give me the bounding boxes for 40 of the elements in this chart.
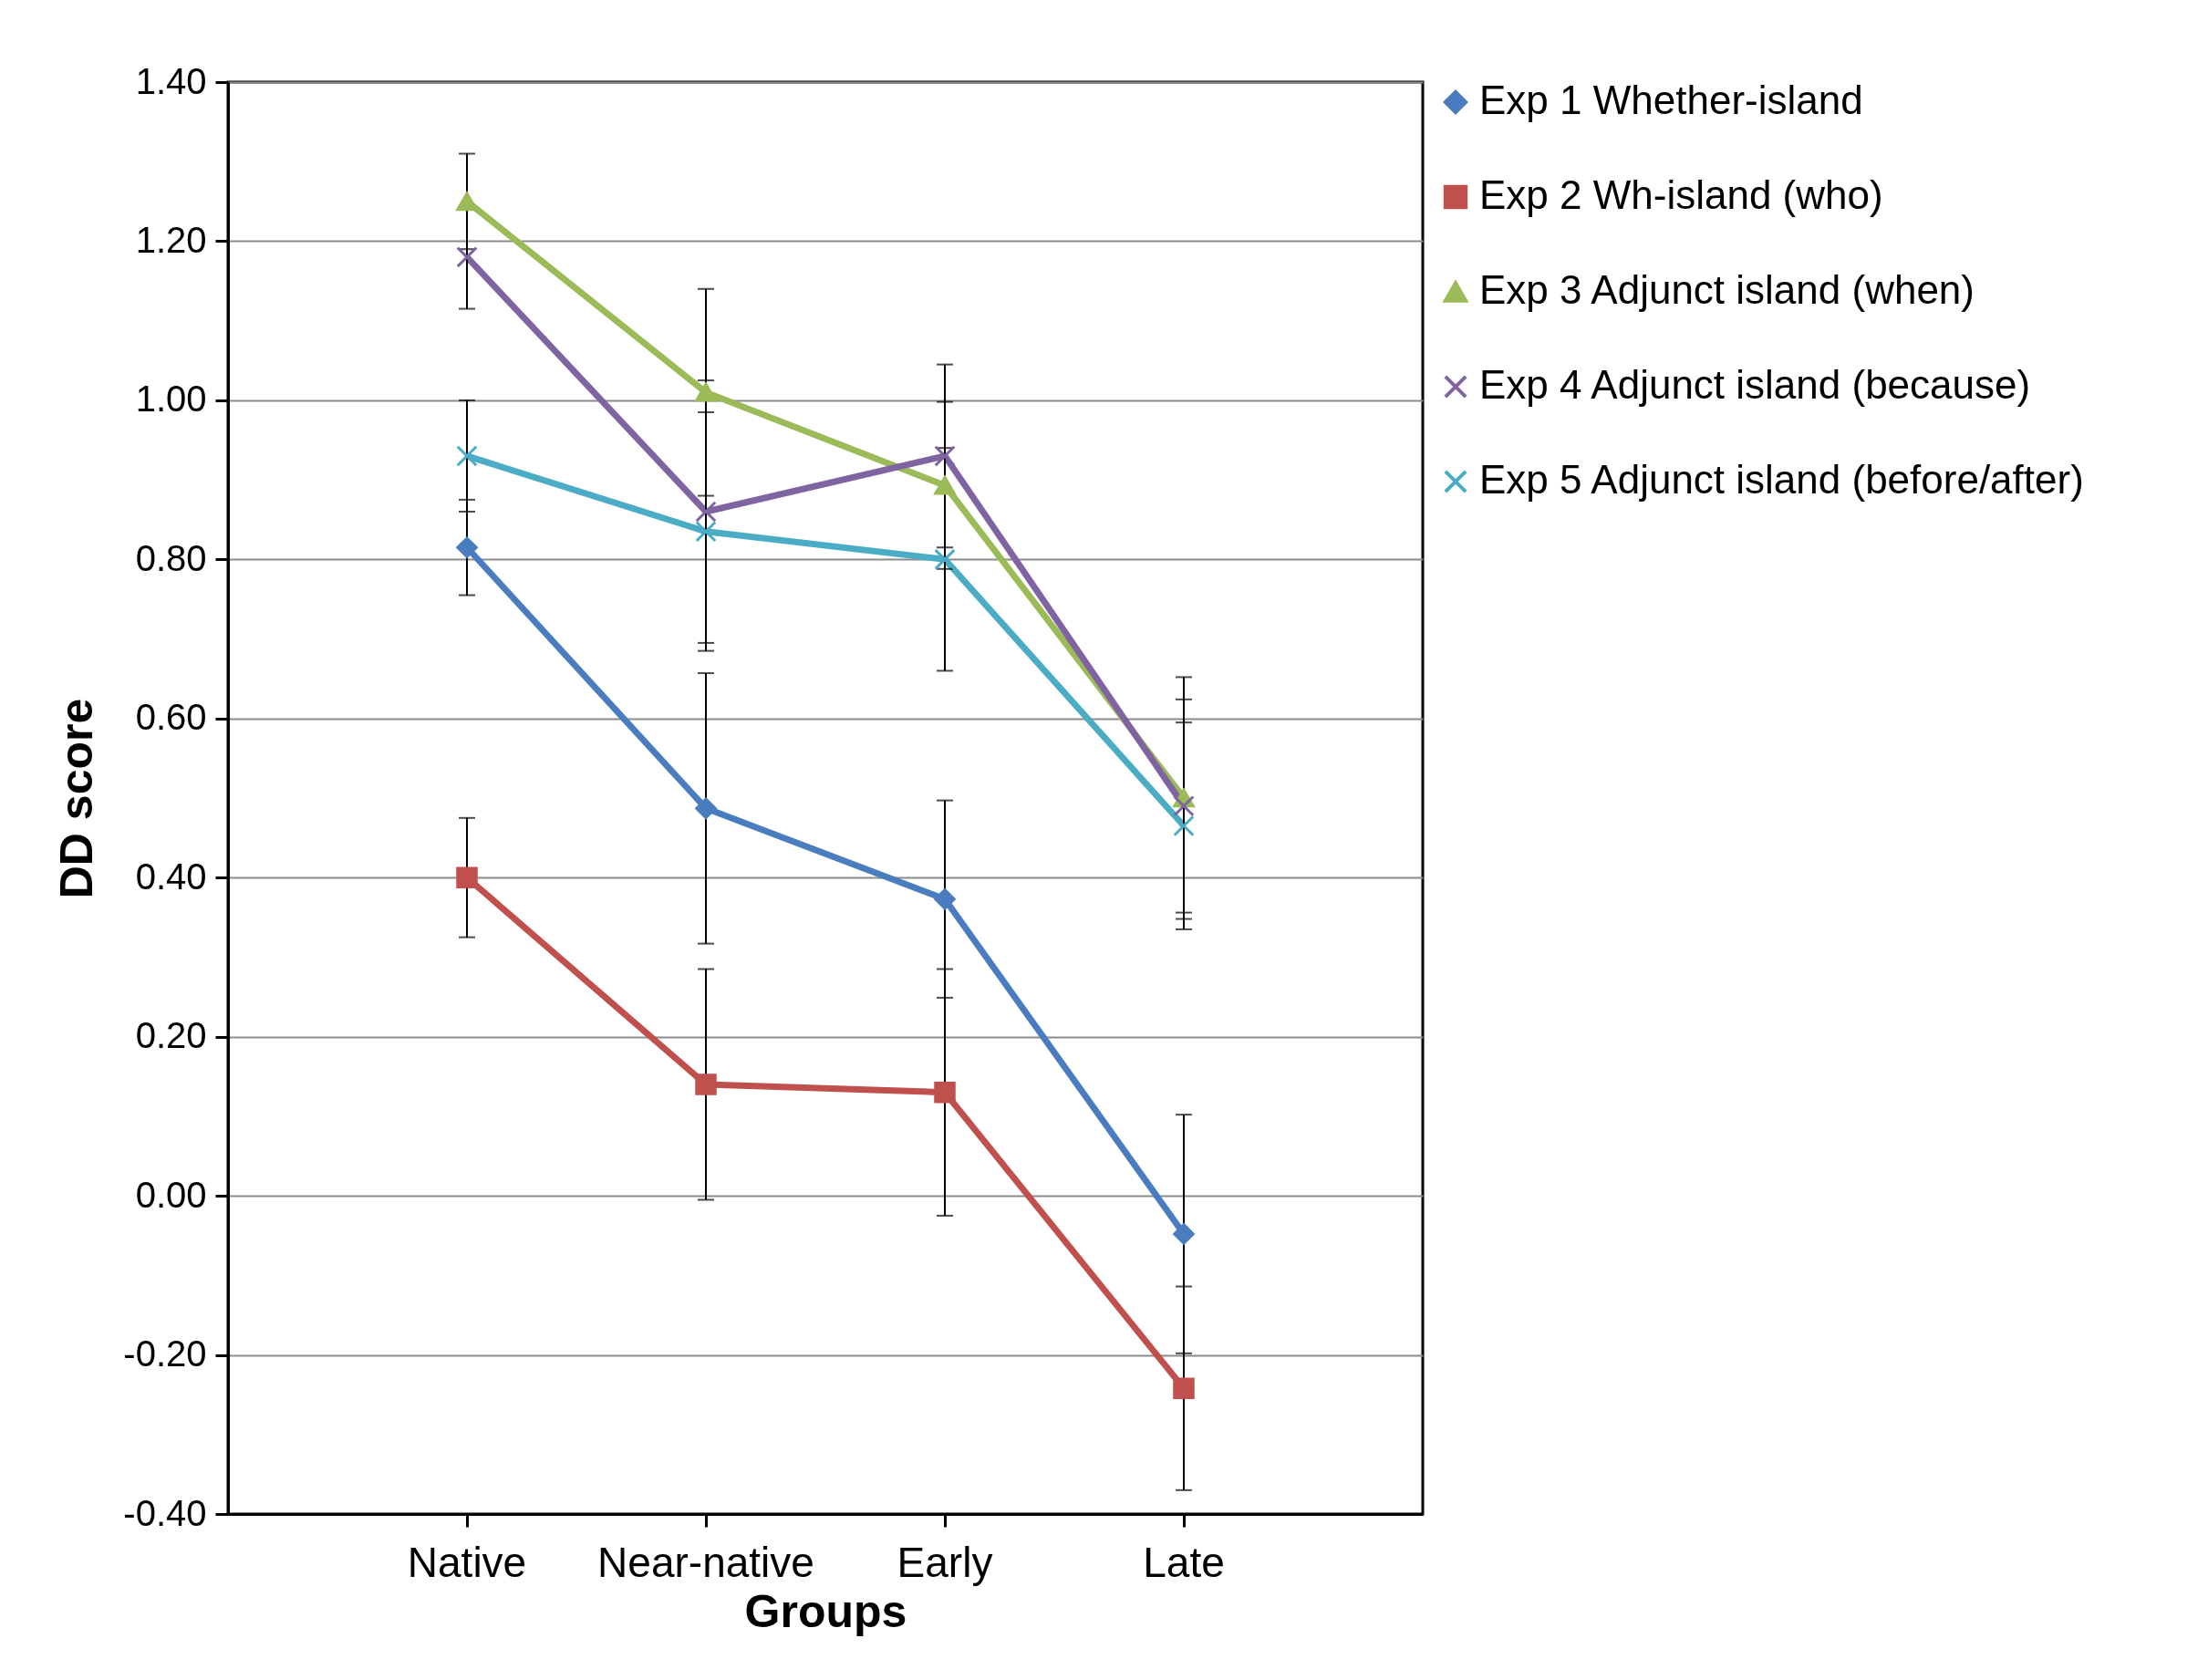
y-tick-label: 1.00	[135, 379, 207, 420]
point	[695, 382, 717, 402]
y-tick-label: 0.00	[135, 1174, 207, 1215]
y-tick-label: 1.40	[135, 60, 207, 101]
point	[456, 536, 478, 558]
point	[695, 521, 717, 543]
legend-label: Exp 2 Wh-island (who)	[1479, 172, 1883, 217]
y-tick-label: 0.80	[135, 537, 207, 578]
x-tick-label: Native	[407, 1538, 527, 1586]
y-axis-title: DD score	[51, 698, 103, 899]
y-tick-label: 0.40	[135, 856, 207, 897]
legend-label: Exp 3 Adjunct island (when)	[1479, 267, 1975, 312]
x-tick-label: Early	[897, 1538, 993, 1586]
legend-label: Exp 4 Adjunct island (because)	[1479, 362, 2031, 407]
y-tick-label: -0.40	[123, 1492, 207, 1533]
y-tick-label: 0.60	[135, 697, 207, 738]
point	[456, 866, 478, 888]
legend-label: Exp 5 Adjunct island (before/after)	[1479, 457, 2084, 502]
y-tick-label: 1.20	[135, 219, 207, 260]
point	[695, 1073, 717, 1095]
x-axis-title: Groups	[744, 1585, 907, 1637]
point	[934, 888, 956, 910]
point	[1173, 1377, 1195, 1399]
y-tick-label: 0.20	[135, 1015, 207, 1056]
point	[456, 445, 478, 467]
point	[695, 797, 717, 820]
point	[934, 475, 956, 495]
point	[934, 548, 956, 571]
y-tick-label: -0.20	[123, 1333, 207, 1374]
point	[934, 1081, 956, 1104]
point	[934, 445, 956, 467]
point	[1173, 794, 1195, 817]
point	[695, 501, 717, 523]
point	[1173, 814, 1195, 837]
legend-label: Exp 1 Whether-island	[1479, 78, 1863, 122]
point	[456, 246, 478, 268]
point	[456, 192, 478, 212]
x-tick-label: Late	[1143, 1538, 1225, 1586]
x-tick-label: Near-native	[597, 1538, 814, 1586]
point	[1173, 1223, 1195, 1245]
